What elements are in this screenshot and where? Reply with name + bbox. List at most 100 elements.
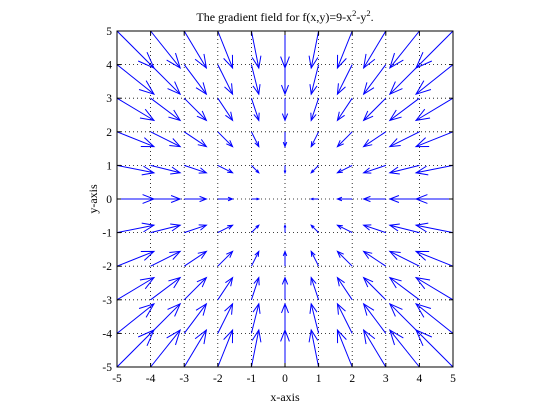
quiver-arrow: [362, 64, 387, 96]
quiver-arrow: [116, 131, 156, 148]
arrow-head: [282, 250, 288, 257]
arrow-shaft: [363, 277, 387, 301]
quiver-arrow: [336, 224, 353, 234]
y-axis-label: y-axis: [86, 184, 100, 214]
arrow-head: [281, 276, 289, 285]
arrow-head: [414, 80, 432, 96]
y-tick-label: -5: [102, 362, 112, 374]
arrow-head: [388, 223, 400, 232]
arrow-head: [308, 328, 319, 343]
arrow-shaft: [250, 30, 260, 69]
quiver-arrow: [336, 97, 353, 122]
quiver-arrow: [388, 250, 420, 267]
arrow-head: [362, 82, 375, 96]
arrow-shaft: [310, 277, 320, 300]
quiver-arrow: [116, 222, 156, 234]
arrow-head: [388, 195, 400, 203]
arrow-head: [223, 328, 234, 344]
arrow-head: [197, 139, 208, 148]
quiver-arrow: [336, 276, 353, 301]
arrow-head: [362, 276, 374, 288]
quiver-arrow: [217, 250, 234, 267]
arrow-head: [253, 112, 260, 122]
arrow-head: [167, 81, 182, 96]
arrow-shaft: [183, 277, 207, 301]
y-tick-label: -2: [102, 261, 112, 273]
quiver-arrow: [283, 223, 287, 233]
arrow-shaft: [363, 131, 387, 148]
arrow-head: [336, 302, 346, 315]
arrow-shaft: [217, 329, 234, 368]
quiver-arrow: [362, 224, 386, 234]
arrow-head: [310, 169, 315, 174]
quiver-arrows: [116, 30, 454, 368]
arrow-shaft: [251, 224, 260, 233]
quiver-arrow: [184, 195, 208, 203]
y-tick-label: 3: [106, 93, 112, 105]
x-axis-label: x-axis: [270, 390, 300, 404]
arrow-shaft: [310, 131, 320, 147]
arrow-head: [310, 112, 317, 122]
y-tick-label: 4: [106, 60, 112, 72]
arrow-shaft: [116, 131, 155, 148]
arrow-head: [255, 224, 260, 229]
arrow-head: [414, 302, 432, 318]
quiver-arrow: [310, 276, 320, 300]
axis-ticks: [116, 30, 454, 368]
quiver-arrow: [336, 250, 353, 267]
quiver-arrow: [281, 276, 289, 300]
arrow-shaft: [184, 224, 207, 234]
arrow-head: [168, 109, 182, 122]
arrow-shaft: [217, 224, 233, 234]
arrow-shaft: [116, 250, 155, 267]
quiver-arrow: [336, 328, 353, 368]
arrow-head: [224, 83, 234, 96]
quiver-arrow: [388, 30, 420, 70]
quiver-arrow: [251, 197, 261, 201]
x-tick-label: -2: [213, 373, 223, 385]
arrow-head: [227, 196, 234, 202]
arrow-shaft: [336, 277, 353, 301]
arrow-head: [198, 167, 208, 174]
arrow-shaft: [389, 277, 420, 301]
arrow-shaft: [150, 250, 181, 267]
arrow-head: [283, 223, 287, 228]
quiver-arrow: [150, 195, 182, 203]
quiver-arrow: [388, 223, 420, 234]
arrow-shaft: [389, 250, 420, 267]
quiver-arrow: [183, 30, 208, 70]
arrow-shaft: [363, 30, 387, 69]
quiver-arrow: [184, 224, 208, 234]
arrow-head: [362, 250, 373, 259]
arrow-shaft: [116, 303, 155, 334]
arrow-head: [362, 195, 371, 203]
arrow-head: [336, 250, 344, 258]
quiver-arrow: [217, 30, 234, 70]
quiver-arrow: [388, 97, 420, 122]
arrow-head: [414, 250, 430, 261]
quiver-arrow: [150, 276, 182, 301]
quiver-arrow: [336, 196, 353, 202]
quiver-arrow: [414, 250, 454, 267]
y-tick-label: 0: [106, 194, 112, 206]
quiver-arrow: [251, 165, 260, 174]
quiver-arrow: [116, 164, 156, 176]
arrow-head: [362, 53, 376, 70]
quiver-arrow: [150, 131, 182, 148]
arrow-shaft: [363, 303, 387, 334]
arrow-head: [251, 55, 262, 70]
arrow-shaft: [217, 164, 233, 174]
arrow-shaft: [337, 251, 353, 267]
arrow-shaft: [116, 97, 155, 121]
quiver-arrow: [362, 302, 387, 334]
quiver-arrow: [183, 97, 208, 122]
arrow-shaft: [336, 97, 353, 121]
arrow-shaft: [250, 251, 260, 267]
y-tick-labels: -5 -4 -3 -2 -1 0 1 2 3 4 5: [102, 26, 112, 374]
arrow-head: [362, 302, 375, 316]
arrow-shaft: [150, 97, 181, 121]
arrow-shaft: [336, 30, 353, 69]
arrow-shaft: [116, 30, 155, 69]
arrow-shaft: [363, 64, 387, 95]
